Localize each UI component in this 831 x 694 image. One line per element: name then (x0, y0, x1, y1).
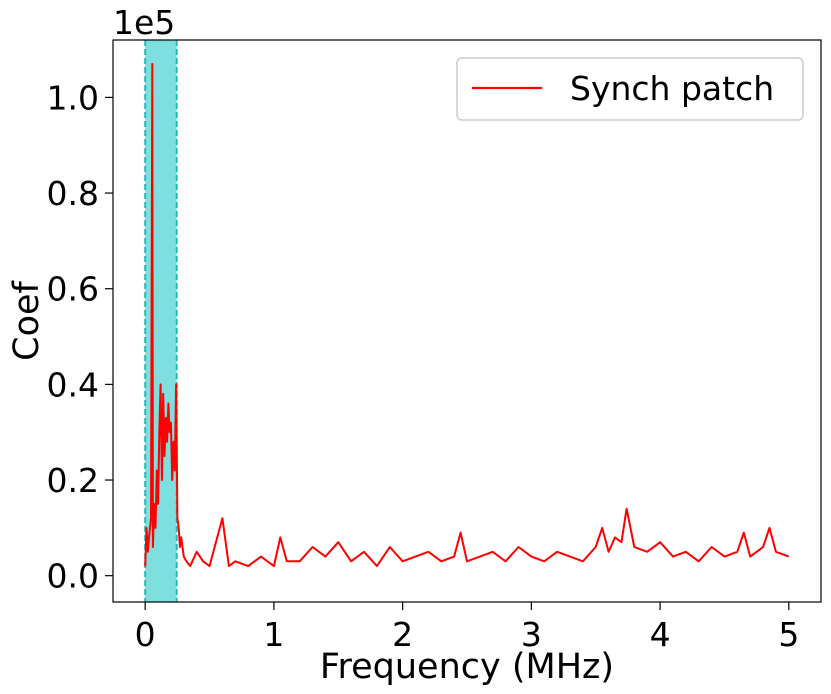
series-line-0 (144, 62, 790, 568)
x-tick-label: 3 (521, 615, 542, 654)
legend-box (456, 57, 804, 121)
y-tick-label: 0.6 (47, 270, 99, 309)
x-axis-label: Frequency (MHz) (320, 647, 614, 687)
y-tick-label: 0.4 (47, 365, 99, 404)
x-axis-ticks: 0 1 2 3 4 5 (135, 602, 799, 654)
plot-background (113, 40, 821, 602)
y-axis-label: Coef (7, 280, 47, 360)
y-tick-label: 0.0 (47, 557, 99, 596)
shaded-band-layer (144, 40, 178, 602)
plot-frame (112, 39, 822, 603)
legend-label: Synch patch (570, 69, 774, 108)
series-layer (144, 62, 790, 568)
x-tick-label: 5 (778, 615, 799, 654)
legend: Synch patch (456, 57, 804, 121)
x-tick-label: 0 (135, 615, 156, 654)
y-tick-label: 1.0 (47, 78, 99, 117)
x-tick-label: 4 (650, 615, 671, 654)
y-tick-label: 0.2 (47, 461, 99, 500)
x-tick-label: 2 (392, 615, 413, 654)
shaded-band (145, 40, 177, 602)
y-offset-text: 1e5 (113, 3, 175, 42)
y-tick-label: 0.8 (47, 174, 99, 213)
x-tick-label: 1 (263, 615, 284, 654)
y-axis-ticks: 0.0 0.2 0.4 0.6 0.8 1.0 (47, 78, 113, 596)
